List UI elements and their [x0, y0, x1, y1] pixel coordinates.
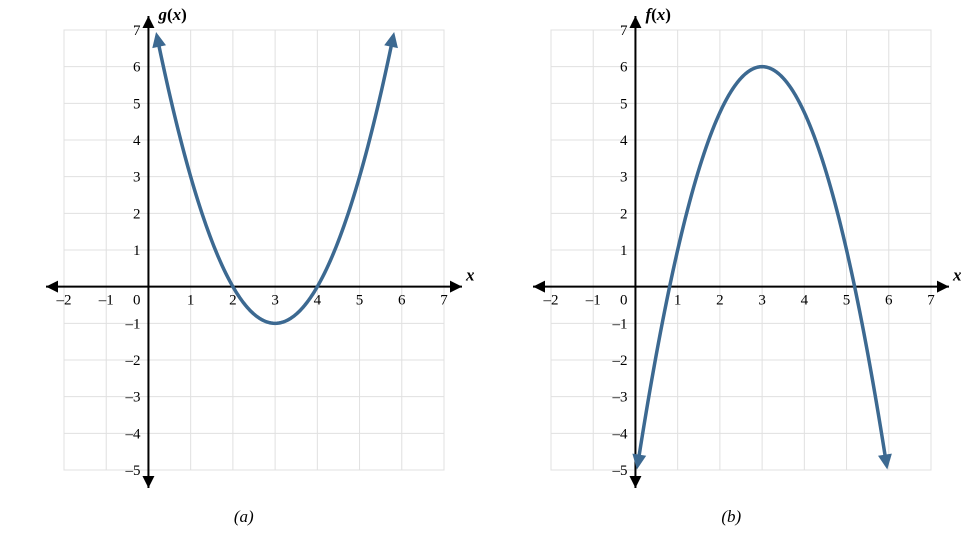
svg-text:g(x): g(x) — [157, 5, 186, 24]
svg-text:x: x — [465, 266, 474, 285]
svg-text:1: 1 — [620, 243, 628, 259]
plot-b-wrap: –2 –1 1 2 3 4 5 6 7 –5 –4 –3 –2 –1 1 2 3 4 5 6 7 0 f(x) x — [501, 5, 961, 505]
svg-text:6: 6 — [398, 293, 406, 309]
svg-text:6: 6 — [885, 293, 893, 309]
svg-text:5: 5 — [620, 96, 628, 112]
svg-text:–2: –2 — [55, 293, 71, 309]
caption-b: (b) — [721, 507, 741, 527]
svg-text:5: 5 — [356, 293, 364, 309]
svg-text:–5: –5 — [124, 463, 140, 479]
panel-a: –2 –1 1 2 3 4 5 6 7 –5 –4 –3 –2 –1 1 2 3 4 5 6 7 0 g(x) x (a) — [0, 0, 488, 543]
svg-text:3: 3 — [133, 170, 141, 186]
svg-text:3: 3 — [759, 293, 767, 309]
panel-b: –2 –1 1 2 3 4 5 6 7 –5 –4 –3 –2 –1 1 2 3 4 5 6 7 0 f(x) x (b) — [488, 0, 975, 543]
svg-text:6: 6 — [133, 60, 141, 76]
svg-text:4: 4 — [620, 133, 628, 149]
svg-text:3: 3 — [620, 170, 628, 186]
svg-text:2: 2 — [133, 206, 141, 222]
svg-text:–4: –4 — [124, 426, 141, 442]
svg-text:3: 3 — [271, 293, 279, 309]
svg-text:x: x — [952, 266, 961, 285]
svg-text:7: 7 — [133, 23, 141, 39]
plot-b-svg: –2 –1 1 2 3 4 5 6 7 –5 –4 –3 –2 –1 1 2 3 4 5 6 7 0 f(x) x — [501, 5, 961, 505]
svg-text:–2: –2 — [543, 293, 559, 309]
svg-text:4: 4 — [801, 293, 809, 309]
svg-text:1: 1 — [133, 243, 141, 259]
svg-text:–3: –3 — [124, 390, 140, 406]
svg-text:4: 4 — [313, 293, 321, 309]
svg-text:6: 6 — [620, 60, 628, 76]
svg-text:0: 0 — [133, 293, 141, 309]
svg-text:–2: –2 — [612, 353, 628, 369]
plot-a-wrap: –2 –1 1 2 3 4 5 6 7 –5 –4 –3 –2 –1 1 2 3 4 5 6 7 0 g(x) x — [14, 5, 474, 505]
caption-a: (a) — [234, 507, 254, 527]
svg-text:2: 2 — [716, 293, 724, 309]
svg-text:–1: –1 — [97, 293, 113, 309]
svg-text:5: 5 — [843, 293, 851, 309]
svg-text:–2: –2 — [124, 353, 140, 369]
svg-text:–4: –4 — [612, 426, 629, 442]
svg-text:0: 0 — [620, 293, 628, 309]
svg-text:–5: –5 — [612, 463, 628, 479]
plot-a-svg: –2 –1 1 2 3 4 5 6 7 –5 –4 –3 –2 –1 1 2 3 4 5 6 7 0 g(x) x — [14, 5, 474, 505]
svg-text:–1: –1 — [612, 316, 628, 332]
svg-text:1: 1 — [674, 293, 682, 309]
svg-text:2: 2 — [620, 206, 628, 222]
svg-text:7: 7 — [440, 293, 448, 309]
svg-text:f(x): f(x) — [646, 5, 672, 24]
svg-text:7: 7 — [620, 23, 628, 39]
svg-text:5: 5 — [133, 96, 141, 112]
figure-container: –2 –1 1 2 3 4 5 6 7 –5 –4 –3 –2 –1 1 2 3 4 5 6 7 0 g(x) x (a) –… — [0, 0, 975, 543]
svg-text:–1: –1 — [124, 316, 140, 332]
svg-text:1: 1 — [187, 293, 195, 309]
svg-text:–1: –1 — [585, 293, 601, 309]
svg-text:7: 7 — [928, 293, 936, 309]
svg-text:–3: –3 — [612, 390, 628, 406]
svg-text:4: 4 — [133, 133, 141, 149]
svg-text:2: 2 — [229, 293, 237, 309]
